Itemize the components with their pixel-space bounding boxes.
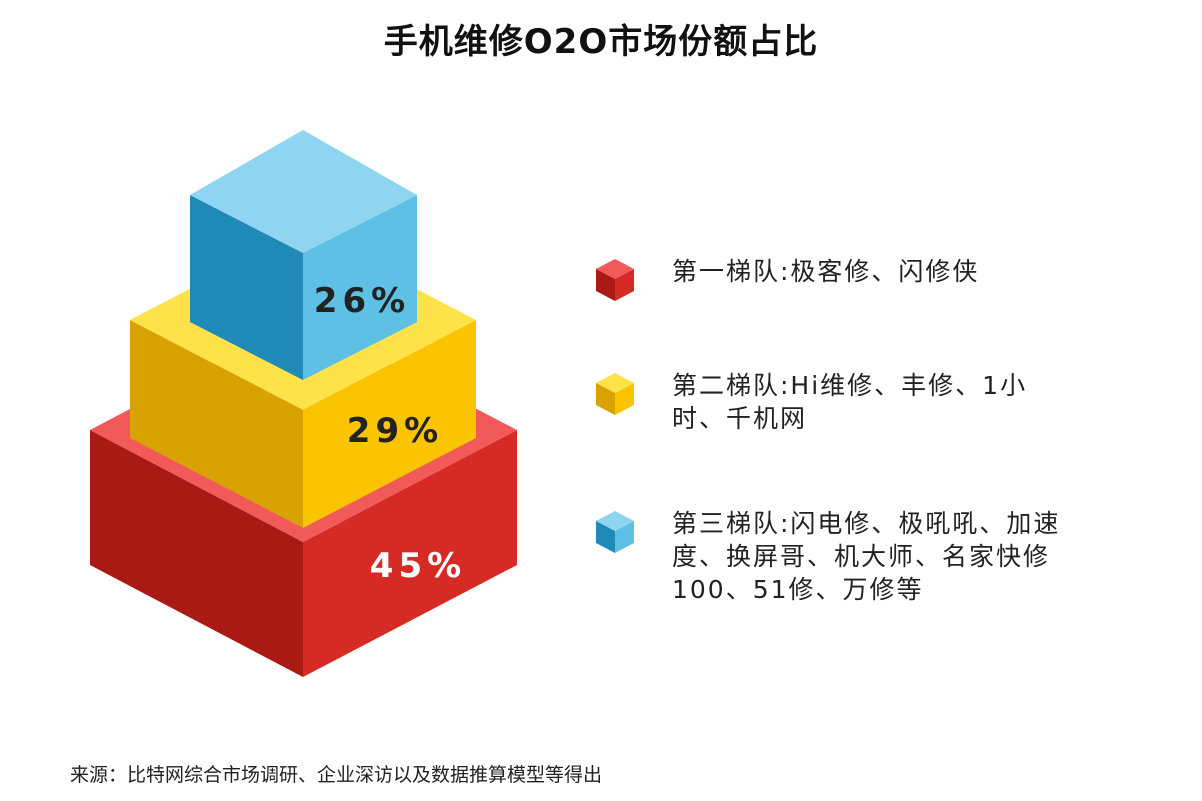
legend-line: 时、千机网 xyxy=(672,404,808,433)
tier-3-front-face xyxy=(303,195,417,380)
source-note: 来源：比特网综合市场调研、企业深访以及数据推算模型等得出 xyxy=(70,764,603,786)
red-cube-icon xyxy=(596,259,634,301)
legend-label-tier-3: 第三梯队:闪电修、极吼吼、加速 度、换屏哥、机大师、名家快修 100、51修、万… xyxy=(672,507,1142,606)
legend-line: 度、换屏哥、机大师、名家快修 xyxy=(672,542,1051,571)
tier-2-front-face xyxy=(303,320,476,528)
tier-3-value-label: 26% xyxy=(314,281,410,321)
blue-cube-icon xyxy=(596,511,634,553)
tier-3-top-face xyxy=(190,130,417,253)
tier-1-side-face xyxy=(90,430,303,677)
tier-2-value-label: 29% xyxy=(347,411,443,451)
tier-block-3: 26% xyxy=(190,130,417,380)
legend-line: 第二梯队:Hi维修、丰修、1小 xyxy=(672,371,1028,400)
tier-1-value-label: 45% xyxy=(370,546,466,586)
tier-1-front-face xyxy=(303,430,517,677)
tier-2-side-face xyxy=(130,320,303,528)
legend-label-tier-1: 第一梯队:极客修、闪修侠 xyxy=(672,255,1142,288)
tier-3-side-face xyxy=(190,195,303,380)
yellow-cube-icon xyxy=(596,373,634,415)
legend-label-tier-2: 第二梯队:Hi维修、丰修、1小 时、千机网 xyxy=(672,369,1142,435)
legend-line: 第一梯队:极客修、闪修侠 xyxy=(672,257,980,286)
legend-line: 100、51修、万修等 xyxy=(672,575,924,604)
legend-line: 第三梯队:闪电修、极吼吼、加速 xyxy=(672,509,1061,538)
chart-title: 手机维修O2O市场份额占比 xyxy=(383,22,819,62)
